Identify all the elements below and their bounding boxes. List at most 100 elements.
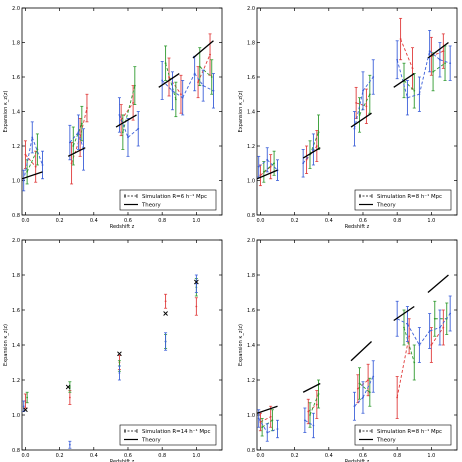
series-connector [407, 93, 420, 99]
data-point [133, 84, 136, 87]
legend: Simulation R=6 h⁻¹ Mpc Theory [119, 189, 217, 211]
theory-segment [427, 274, 449, 293]
x-tick-label: 1.0 [192, 218, 200, 224]
data-point [430, 344, 433, 346]
data-point [302, 162, 305, 165]
chart-panel: 0.0 0.2 0.4 0.6 0.8 1.0 0.8 1.0 1.2 1.4 1.6 1.8 2.0 R… [3, 6, 223, 230]
data-point [367, 379, 370, 381]
y-tick-label: 1.4 [247, 109, 255, 115]
data-point [307, 410, 310, 413]
x-axis-label: Redshift z [110, 459, 135, 462]
x-tick-label: 0.8 [393, 218, 401, 224]
x-tick-label: 0.8 [393, 453, 401, 459]
series-connector [72, 123, 83, 147]
series-connector [353, 90, 364, 129]
legend-label: Theory [376, 438, 397, 444]
data-point [418, 344, 421, 346]
series-connector [400, 38, 413, 69]
series-connector [202, 85, 214, 92]
series-connector [430, 327, 444, 346]
plot-data [22, 274, 199, 449]
cross-marker [163, 311, 168, 316]
data-point [86, 107, 88, 109]
data-point [396, 58, 399, 61]
data-point [432, 70, 434, 73]
series-connector [26, 149, 38, 173]
x-tick-label: 0.4 [325, 218, 333, 224]
data-point [68, 386, 71, 388]
y-tick-label: 2.0 [12, 6, 20, 12]
data-point [168, 76, 170, 78]
y-tick-label: 1.0 [247, 178, 255, 184]
y-tick-label: 1.2 [247, 378, 255, 384]
theory-segment [350, 112, 372, 128]
data-point [309, 414, 311, 416]
data-point [34, 165, 37, 168]
series-connector [419, 330, 431, 346]
y-tick-label: 1.4 [12, 343, 20, 349]
legend-box [119, 424, 217, 446]
x-tick-label: 0.6 [359, 218, 367, 224]
legend: Simulation R=8 h⁻¹ Mpc Theory [354, 424, 452, 446]
data-point [396, 396, 399, 399]
data-point [70, 162, 73, 165]
data-point [413, 361, 416, 364]
series-connector [354, 397, 364, 407]
data-point [271, 419, 274, 422]
y-tick-label: 1.6 [12, 308, 20, 314]
series-connector [194, 73, 204, 86]
data-point [399, 38, 402, 40]
theory-segment [67, 147, 86, 157]
data-point [276, 428, 279, 430]
series-connector [267, 428, 278, 433]
x-tick-label: 0.8 [158, 218, 166, 224]
data-point [181, 96, 184, 99]
y-tick-label: 2.0 [247, 238, 255, 244]
data-point [403, 326, 405, 329]
series-connector [161, 80, 173, 92]
data-point [408, 335, 411, 338]
data-point [197, 81, 199, 84]
data-point [212, 89, 215, 92]
y-tick-label: 2.0 [12, 238, 20, 244]
theory-segment [302, 382, 321, 393]
legend-label: Theory [141, 438, 162, 444]
y-tick-label: 1.2 [12, 378, 20, 384]
x-tick-label: 0.0 [21, 453, 29, 459]
series-connector [359, 94, 371, 116]
x-tick-label: 0.4 [90, 218, 98, 224]
legend-label: Simulation R=8 h⁻¹ Mpc [377, 193, 442, 200]
x-tick-label: 1.0 [427, 453, 435, 459]
data-point [362, 89, 364, 92]
data-point [171, 89, 174, 92]
data-point [164, 300, 167, 303]
theory-segment [257, 405, 278, 414]
data-point [353, 127, 356, 130]
cross-marker [23, 407, 28, 413]
x-tick-label: 0.8 [158, 453, 166, 459]
x-tick-label: 0.0 [21, 218, 29, 224]
x-axis-label: Redshift z [345, 459, 370, 462]
series-connector [432, 62, 446, 73]
data-point [180, 93, 182, 96]
series-connector [396, 336, 410, 398]
data-point [262, 170, 265, 173]
x-tick-label: 0.6 [124, 453, 132, 459]
plot-frame [256, 7, 458, 216]
theory-segment [393, 73, 415, 88]
data-point [22, 405, 25, 408]
series-connector [403, 327, 415, 363]
x-tick-label: 1.0 [427, 218, 435, 224]
x-tick-label: 0.2 [291, 453, 299, 459]
chart-panel: 0.0 0.2 0.4 0.6 0.8 1.0 0.8 1.0 1.2 1.4 1.6 1.8 2.0 R… [238, 6, 458, 230]
theory-segment [393, 305, 415, 322]
data-point [26, 396, 29, 399]
data-point [269, 165, 272, 168]
data-point [202, 84, 205, 87]
data-point [266, 158, 269, 161]
data-point [428, 330, 431, 332]
data-point [195, 282, 198, 285]
data-point [72, 145, 75, 147]
data-point [261, 426, 264, 429]
data-point [353, 405, 356, 408]
